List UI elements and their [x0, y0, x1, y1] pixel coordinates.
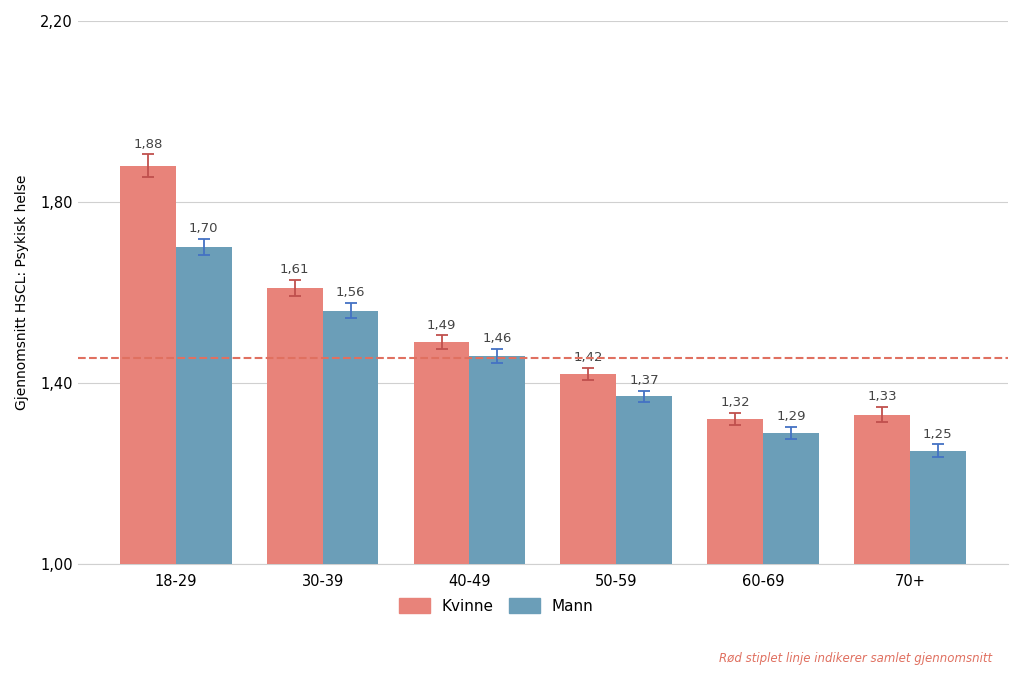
Bar — [322, 310, 379, 564]
Text: 1,46: 1,46 — [483, 332, 513, 345]
Text: Rød stiplet linje indikerer samlet gjennomsnitt: Rød stiplet linje indikerer samlet gjenn… — [719, 652, 992, 665]
Bar — [854, 415, 909, 564]
Bar — [176, 247, 231, 564]
Text: 1,70: 1,70 — [189, 222, 219, 235]
Text: 1,29: 1,29 — [776, 410, 806, 424]
Bar — [909, 451, 966, 564]
Bar — [267, 288, 322, 564]
Bar — [470, 356, 525, 564]
Text: 1,88: 1,88 — [133, 138, 163, 151]
Bar — [707, 419, 763, 564]
Bar — [413, 342, 470, 564]
Text: 1,33: 1,33 — [868, 390, 897, 403]
Bar — [561, 374, 616, 564]
Legend: Kvinne, Mann: Kvinne, Mann — [392, 590, 602, 621]
Text: 1,42: 1,42 — [574, 351, 604, 364]
Bar — [616, 396, 672, 564]
Bar — [763, 432, 818, 564]
Text: 1,56: 1,56 — [336, 286, 365, 299]
Text: 1,61: 1,61 — [280, 263, 310, 276]
Text: 1,25: 1,25 — [923, 428, 952, 441]
Text: 1,49: 1,49 — [427, 318, 456, 332]
Text: 1,37: 1,37 — [629, 374, 659, 387]
Text: 1,32: 1,32 — [720, 396, 750, 409]
Bar — [120, 166, 176, 564]
Y-axis label: Gjennomsnitt HSCL: Psykisk helse: Gjennomsnitt HSCL: Psykisk helse — [15, 175, 29, 410]
